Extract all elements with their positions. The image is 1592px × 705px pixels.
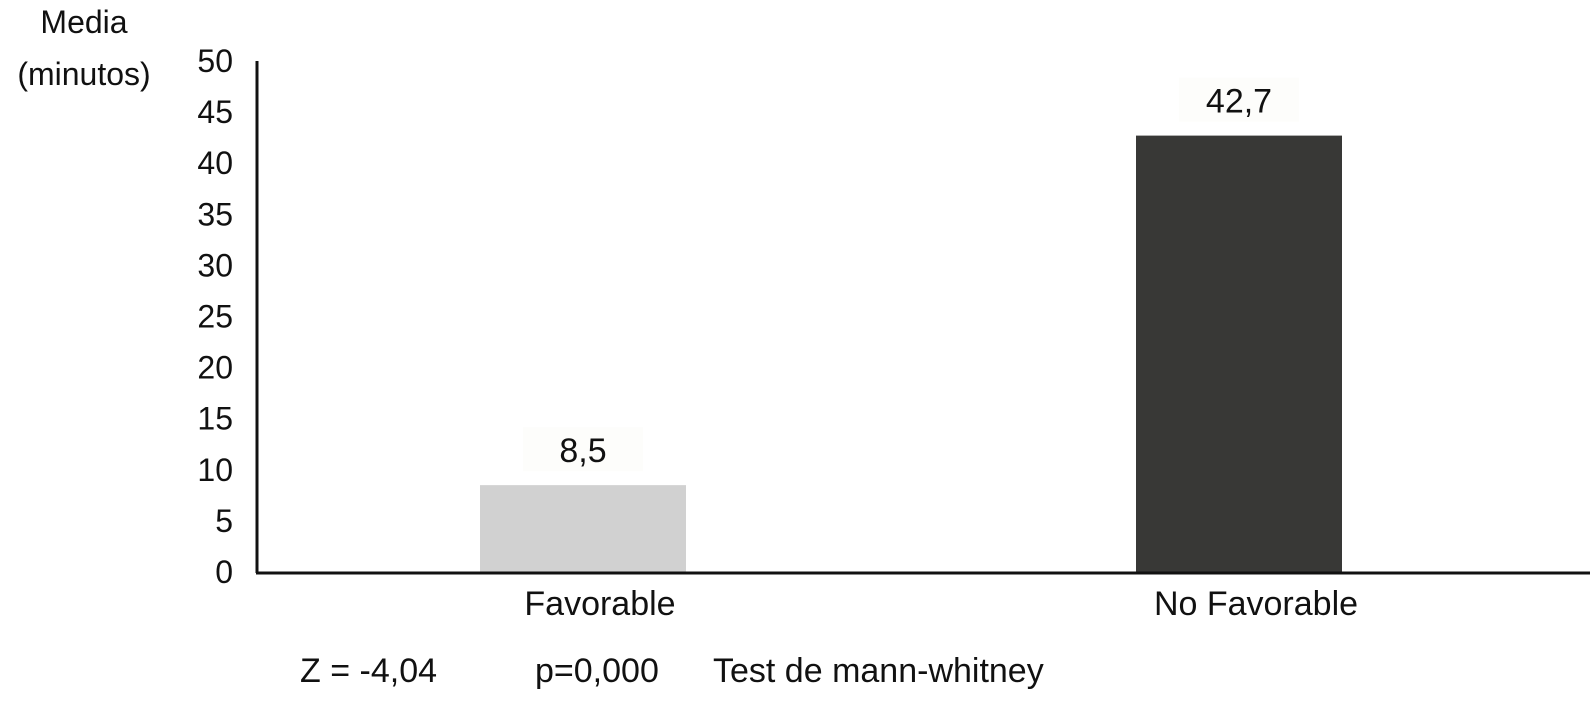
category-label: No Favorable xyxy=(1154,585,1358,623)
y-tick-label: 25 xyxy=(197,299,233,335)
data-label: 42,7 xyxy=(1206,83,1272,121)
category-label: Favorable xyxy=(524,585,675,623)
data-label: 8,5 xyxy=(559,432,606,470)
y-tick-label: 0 xyxy=(215,554,233,590)
y-tick-label: 35 xyxy=(197,196,233,232)
bar-no-favorable xyxy=(1136,135,1342,572)
y-axis-label-line-1: Media xyxy=(40,4,127,40)
y-axis-ticks: 0 5 10 15 20 25 30 35 40 45 50 xyxy=(197,43,233,590)
y-tick-label: 5 xyxy=(215,503,233,539)
y-tick-label: 30 xyxy=(197,247,233,283)
y-axis-label-line-2: (minutos) xyxy=(17,56,150,92)
y-tick-label: 40 xyxy=(197,145,233,181)
data-label-background xyxy=(523,427,643,472)
data-label-background xyxy=(1179,77,1299,122)
bars: 8,5 Favorable 42,7 No Favorable xyxy=(480,77,1358,623)
bar-favorable xyxy=(480,485,686,572)
p-value: p=0,000 xyxy=(535,652,659,690)
y-tick-label: 10 xyxy=(197,452,233,488)
y-tick-label: 15 xyxy=(197,401,233,437)
test-name: Test de mann-whitney xyxy=(713,652,1044,690)
z-statistic: Z = -4,04 xyxy=(300,652,438,690)
y-tick-label: 50 xyxy=(197,43,233,79)
y-tick-label: 20 xyxy=(197,350,233,386)
y-tick-label: 45 xyxy=(197,94,233,130)
